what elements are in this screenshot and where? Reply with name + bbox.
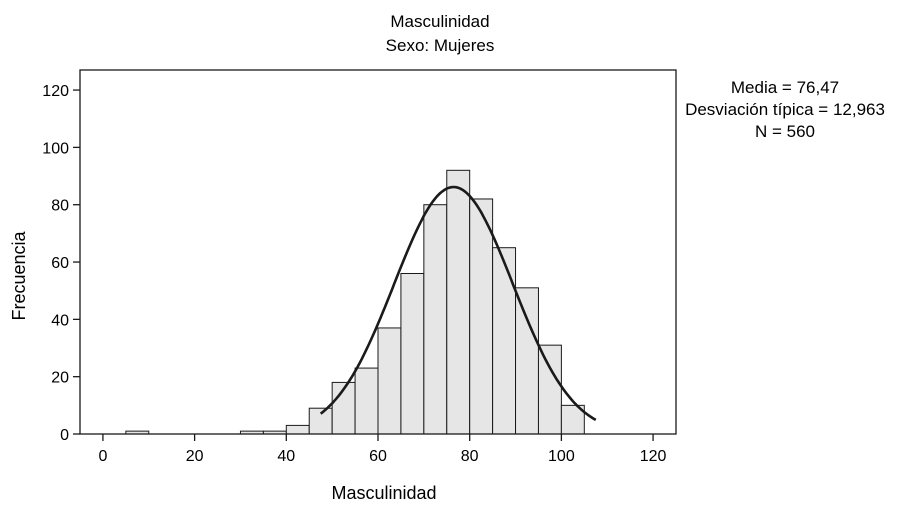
histogram-bar-9 [423, 204, 448, 435]
y-axis-title: Frecuencia [9, 230, 29, 320]
y-tick-label: 100 [42, 140, 69, 157]
x-tick-label: 120 [640, 448, 667, 465]
y-tick-label: 20 [51, 370, 69, 387]
histogram-bar-8 [400, 272, 425, 435]
histogram-bar-3 [285, 424, 310, 435]
chart-subtitle: Sexo: Mujeres [386, 36, 495, 55]
x-tick-label: 80 [461, 448, 479, 465]
stats-mean: Media = 76,47 [731, 78, 839, 97]
stats-n: N = 560 [755, 122, 815, 141]
histogram-bar-12 [492, 247, 517, 435]
bars-layer [125, 169, 585, 435]
y-tick-label: 60 [51, 255, 69, 272]
normal-curve [319, 185, 597, 422]
y-tick-label: 0 [60, 427, 69, 444]
curve-layer [319, 185, 597, 422]
histogram-bar-10 [446, 169, 471, 435]
y-axis: 0 20 40 60 80 100 120 [42, 83, 80, 444]
x-tick-label: 60 [369, 448, 387, 465]
x-tick-label: 40 [277, 448, 295, 465]
y-tick-label: 40 [51, 312, 69, 329]
stats-sd: Desviación típica = 12,963 [685, 100, 885, 119]
histogram-bar-11 [469, 198, 494, 435]
x-tick-label: 100 [548, 448, 575, 465]
histogram-bar-14 [537, 344, 562, 435]
y-tick-label: 120 [42, 83, 69, 100]
x-axis: 0 20 40 60 80 100 120 [98, 434, 667, 465]
histogram-bar-13 [515, 287, 539, 435]
chart-title: Masculinidad [390, 12, 489, 31]
x-tick-label: 20 [186, 448, 204, 465]
x-axis-title: Masculinidad [331, 483, 436, 503]
y-tick-label: 80 [51, 198, 69, 215]
histogram-bar-7 [377, 327, 402, 435]
x-tick-label: 0 [98, 448, 107, 465]
stats-legend: Media = 76,47 Desviación típica = 12,963… [685, 78, 885, 141]
histogram-bar-6 [354, 367, 379, 435]
